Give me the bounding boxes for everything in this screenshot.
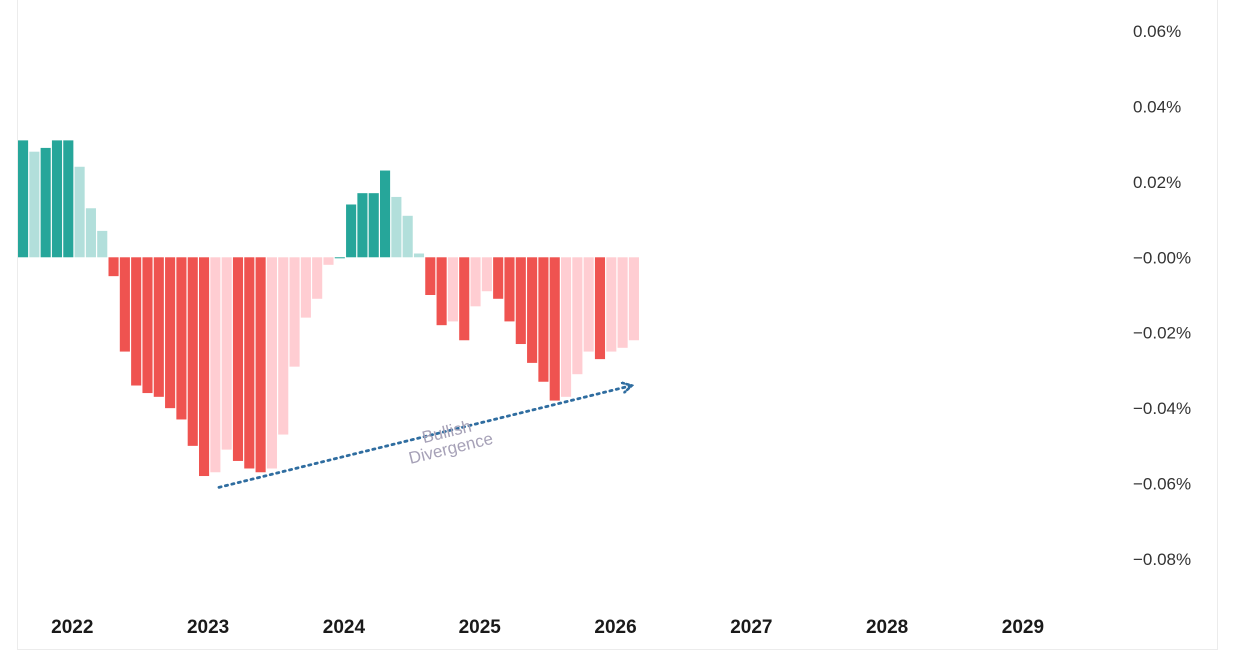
histogram-bar: [97, 230, 108, 258]
y-tick-label: −0.04%: [1133, 399, 1191, 418]
histogram-bar: [289, 257, 300, 367]
histogram-bar: [74, 166, 85, 258]
histogram-bar: [210, 257, 221, 473]
histogram-bar: [572, 257, 583, 375]
histogram-bar: [436, 257, 447, 326]
y-tick-label: 0.06%: [1133, 22, 1181, 41]
histogram-bar: [221, 257, 232, 450]
histogram-bar: [18, 140, 29, 258]
histogram-bar: [538, 257, 549, 382]
histogram-bar: [323, 257, 334, 265]
histogram-bar: [549, 257, 560, 401]
y-tick-label: −0.00%: [1133, 248, 1191, 267]
histogram-bar: [255, 257, 266, 473]
histogram-bar: [560, 257, 572, 397]
y-axis: 0.06% 0.04% 0.02% −0.00% −0.02% −0.04% −0.06% −…: [1133, 22, 1191, 569]
histogram-bar: [85, 208, 96, 258]
x-tick-label: 2027: [730, 617, 772, 638]
histogram-bar: [187, 257, 198, 446]
x-tick-label: 2026: [594, 617, 636, 638]
histogram-bar: [266, 257, 277, 469]
histogram-bar: [232, 257, 244, 461]
histogram-bar: [583, 257, 594, 352]
histogram-bar: [165, 257, 176, 409]
histogram-bar: [391, 196, 402, 258]
x-tick-label: 2023: [187, 617, 229, 638]
histogram-bar: [493, 257, 504, 299]
annotation-label: BullishDivergence: [403, 412, 495, 468]
histogram-bar: [300, 257, 311, 318]
x-tick-label: 2025: [459, 617, 502, 638]
histogram-bar: [40, 147, 51, 258]
histogram-bar: [470, 257, 481, 307]
histogram-bar: [527, 257, 538, 363]
histogram-bar: [447, 257, 458, 322]
histogram-bar: [617, 257, 628, 348]
histogram-bar: [368, 193, 379, 258]
histogram-bar: [108, 257, 119, 277]
y-tick-label: 0.04%: [1133, 97, 1181, 116]
histogram-bar: [594, 257, 606, 360]
histogram-bar: [334, 257, 345, 259]
histogram-bar: [119, 257, 130, 352]
histogram-bar: [29, 151, 40, 258]
histogram-bar: [380, 170, 391, 258]
histogram-bar: [63, 140, 74, 258]
histogram-bar: [515, 257, 526, 345]
histogram-bar: [413, 253, 425, 258]
histogram-bar: [504, 257, 515, 322]
histogram-bar: [357, 193, 368, 258]
y-tick-label: −0.08%: [1133, 550, 1191, 569]
y-tick-label: 0.02%: [1133, 173, 1181, 192]
histogram-bar: [459, 257, 470, 341]
y-tick-label: −0.06%: [1133, 475, 1191, 494]
histogram-bar: [153, 257, 164, 397]
histogram-bar: [346, 204, 357, 258]
x-tick-label: 2022: [51, 617, 93, 638]
histogram-bar: [278, 257, 289, 435]
x-tick-label: 2024: [323, 617, 366, 638]
divergence-arrow: [217, 386, 632, 489]
x-axis: 2022 2023 2024 2025 2026 2027 2028 2029: [51, 617, 1044, 638]
histogram-bar: [131, 257, 142, 386]
histogram-bar: [628, 257, 639, 341]
chart-frame: [17, 0, 1218, 650]
histogram-bar: [176, 257, 187, 420]
histogram-bar: [312, 257, 323, 299]
histogram-bar: [142, 257, 153, 394]
histogram-bar: [425, 257, 436, 295]
y-tick-label: −0.02%: [1133, 324, 1191, 343]
histogram-bar: [244, 257, 255, 469]
histogram-bar: [51, 140, 63, 258]
histogram-bar: [481, 257, 492, 292]
histogram-bars: [18, 140, 639, 477]
histogram-bar: [402, 215, 413, 258]
x-tick-label: 2028: [866, 617, 908, 638]
x-tick-label: 2029: [1002, 617, 1044, 638]
histogram-bar: [606, 257, 617, 352]
histogram-bar: [199, 257, 210, 477]
